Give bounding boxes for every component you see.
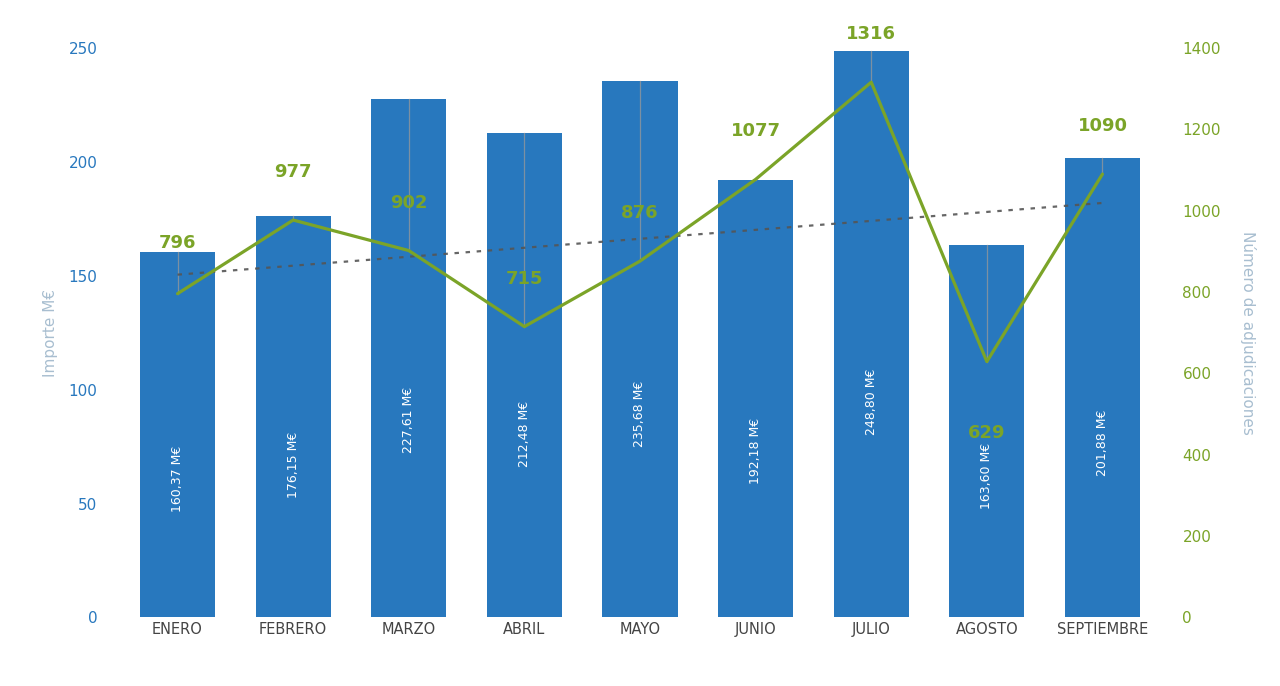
Bar [603, 81, 677, 617]
Text: 1316: 1316 [846, 25, 896, 43]
Text: 176,15 M€: 176,15 M€ [287, 431, 300, 498]
Text: 902: 902 [390, 193, 428, 212]
Bar [718, 180, 794, 617]
Text: 715: 715 [506, 270, 543, 287]
Text: 1077: 1077 [731, 123, 781, 141]
Text: 977: 977 [274, 163, 312, 181]
Text: 1090: 1090 [1078, 117, 1128, 135]
Bar [140, 252, 215, 617]
Text: 163,60 M€: 163,60 M€ [980, 442, 993, 509]
Text: 160,37 M€: 160,37 M€ [172, 445, 184, 512]
Text: 212,48 M€: 212,48 M€ [518, 401, 531, 466]
Text: 796: 796 [159, 234, 196, 252]
Text: 192,18 M€: 192,18 M€ [749, 418, 762, 484]
Text: 235,68 M€: 235,68 M€ [634, 380, 646, 447]
Y-axis label: Número de adjudicaciones: Número de adjudicaciones [1240, 230, 1257, 435]
Text: 248,80 M€: 248,80 M€ [865, 369, 878, 435]
Bar [833, 51, 909, 617]
Bar [1065, 158, 1140, 617]
Text: 227,61 M€: 227,61 M€ [402, 388, 415, 453]
Y-axis label: Importe M€: Importe M€ [42, 289, 58, 377]
Text: 876: 876 [621, 204, 659, 222]
Bar [371, 99, 447, 617]
Bar [486, 134, 562, 617]
Text: 201,88 M€: 201,88 M€ [1096, 410, 1108, 476]
Bar [256, 216, 330, 617]
Bar [950, 245, 1024, 617]
Text: 629: 629 [968, 424, 1006, 442]
